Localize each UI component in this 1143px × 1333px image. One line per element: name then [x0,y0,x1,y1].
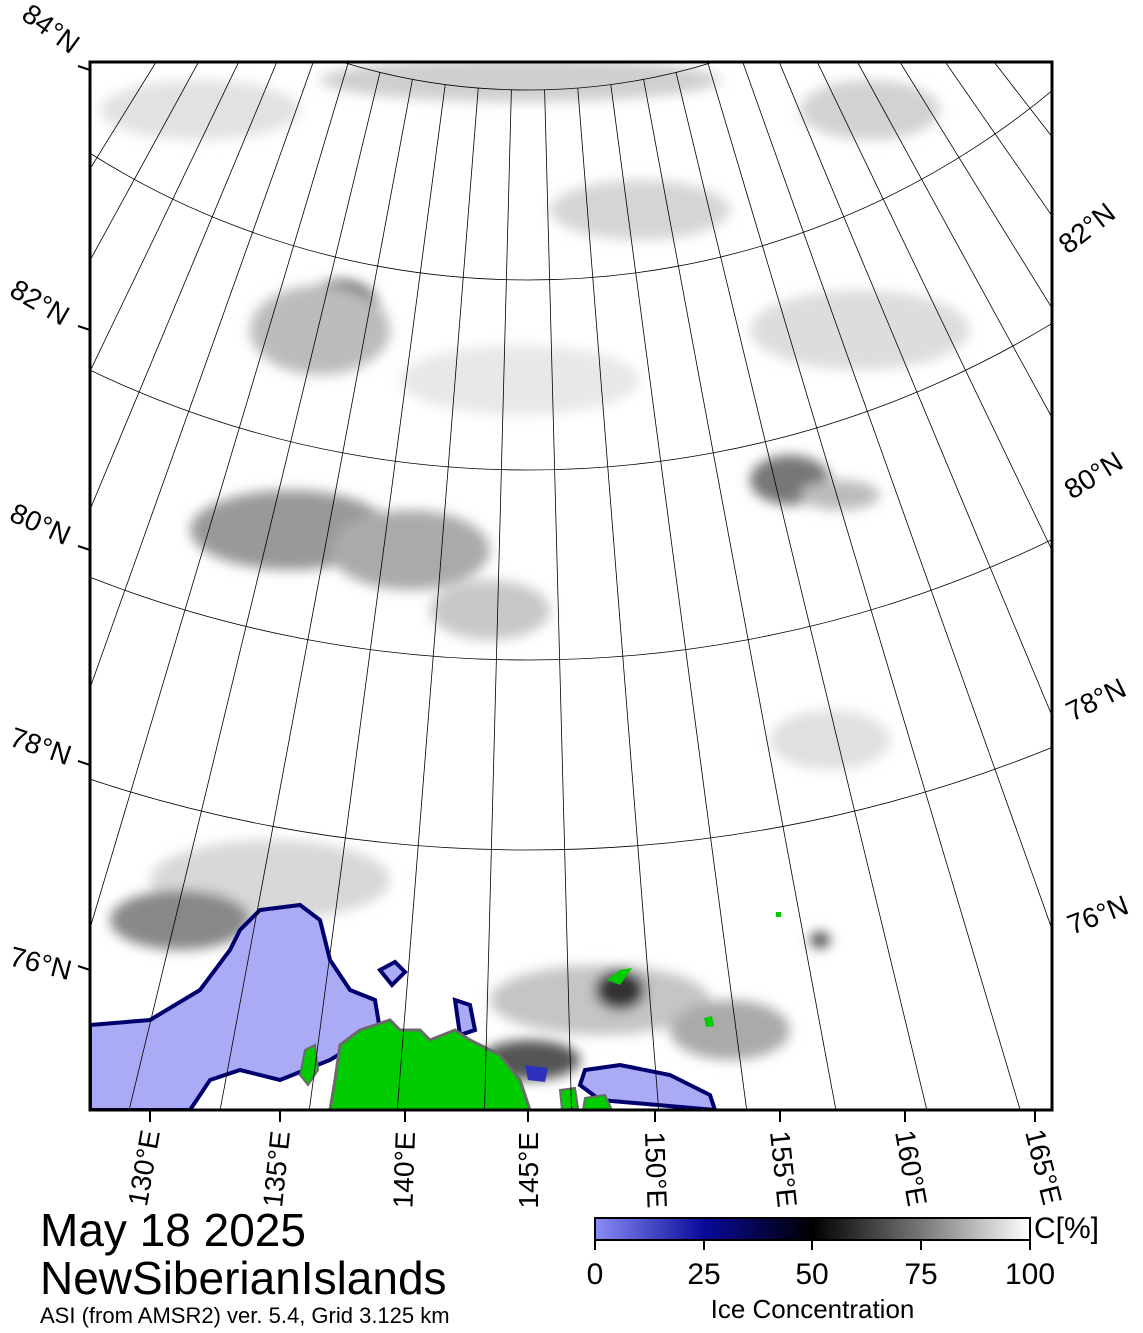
latitude-label-left: 84°N [16,0,85,60]
colorbar-tick-0: 0 [586,1258,604,1291]
meridian-line [742,62,1052,931]
latitude-labels-left: 84°N 82°N 80°N 78°N 76°N [5,0,91,986]
data-source: ASI (from AMSR2) ver. 5.4, Grid 3.125 km [40,1303,450,1328]
meridian-line [544,89,572,1110]
longitude-label: 145°E [513,1132,544,1209]
land [298,912,781,1110]
latitude-circle [341,62,715,91]
meridian-line [610,84,748,1110]
meridian-line [816,62,1052,552]
colorbar-ticks [594,1240,1031,1250]
latitude-circle [90,538,1052,661]
meridian-line [90,62,278,511]
longitude-label: 135°E [257,1129,296,1208]
longitude-label: 165°E [1019,1126,1068,1208]
colorbar [594,1217,1031,1241]
colorbar-tick-75: 75 [904,1258,938,1291]
latitude-label-right: 82°N [1053,197,1121,260]
meridian-line [577,88,660,1110]
colorbar-tick-50: 50 [795,1258,829,1291]
map-date: May 18 2025 [40,1204,306,1256]
meridian-line [643,79,837,1110]
meridian-line [90,62,200,262]
meridian-line [484,89,512,1110]
meridian-line [675,72,928,1110]
meridian-line [899,62,1052,309]
map-area [90,62,1052,1110]
latitude-tick [77,760,91,766]
meridian-line [707,63,1021,1110]
meridian-line [90,62,240,373]
latitude-tick [77,325,91,331]
meridian-line [219,79,413,1110]
latitude-label-right: 80°N [1059,446,1128,505]
latitude-circle [90,322,1052,471]
latitude-label-left: 76°N [7,941,75,986]
meridian-line [90,63,349,930]
meridian-line [778,62,1052,717]
longitude-label: 150°E [639,1131,673,1209]
longitude-label: 160°E [889,1128,933,1209]
latitude-tick [77,545,91,551]
longitude-labels: 130°E 135°E 140°E 145°E 150°E 155°E 160°E 165°E [122,1110,1068,1209]
meridian-line [944,62,1052,217]
latitude-labels-right: 82°N 80°N 78°N 76°N [1053,197,1133,941]
meridian-line [396,88,479,1110]
longitude-label: 155°E [764,1129,803,1208]
colorbar-unit: C[%] [1034,1212,1100,1245]
latitude-label-right: 76°N [1063,889,1133,940]
latitude-label-left: 82°N [5,273,75,331]
latitude-tick [77,965,91,971]
meridian-line [90,62,157,170]
latitude-label-left: 78°N [6,721,75,771]
ice-texture [100,62,970,1080]
latitude-tick [77,65,91,71]
longitude-label: 140°E [387,1131,421,1209]
meridian-line [128,72,381,1110]
meridian-line [856,62,1052,419]
map-frame [88,60,1054,1112]
meridian-line [90,62,314,690]
meridian-line [308,84,446,1110]
colorbar-tick-25: 25 [687,1258,721,1291]
longitude-label: 130°E [122,1128,166,1209]
latitude-label-left: 80°N [6,497,76,551]
colorbar-title: Ice Concentration [710,1294,915,1324]
latitude-circle [90,89,1052,281]
meridian-line [993,62,1052,138]
colorbar-tick-100: 100 [1004,1258,1056,1291]
region-name: NewSiberianIslands [40,1252,447,1304]
graticule [90,62,1052,1110]
latitude-label-right: 78°N [1061,672,1131,727]
